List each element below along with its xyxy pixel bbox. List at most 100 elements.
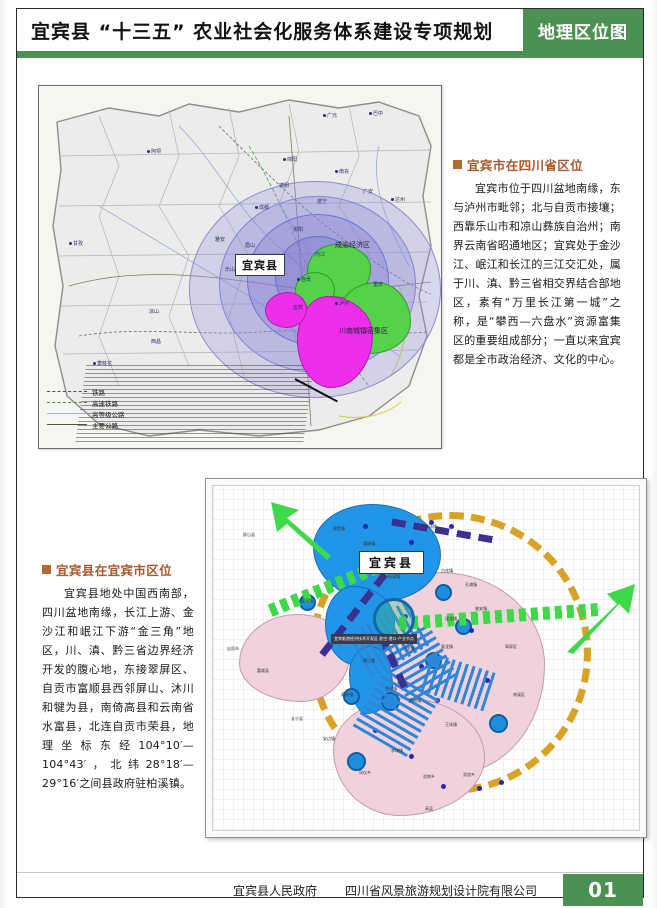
legend-label: 铁路	[92, 388, 105, 397]
legend-label: 高速铁路	[92, 399, 118, 408]
map1-city-label: 甘孜	[73, 241, 84, 247]
map-yibin-county-in-city[interactable]: 宜宾临港经济技术开发区 航空·港口·产业节点 观音镇 高场镇 喜捷镇 柏溪镇 泥…	[205, 478, 647, 838]
settlement-dot	[441, 784, 446, 789]
map2-town-label: 观音镇	[333, 526, 345, 531]
arrow-east-icon	[567, 584, 635, 654]
footer-bar: 宜宾县人民政府 四川省风景旅游规划设计院有限公司 01	[17, 874, 643, 906]
map1-city-label: 巴中	[373, 111, 384, 117]
map2-town-label: 古罗镇	[403, 646, 415, 651]
section-yibin-county-in-city: 宜宾县在宜宾市区位 宜宾县地处中国西南部，四川盆地南缘，长江上游、金沙江和岷江下…	[42, 560, 194, 793]
map1-city-label: 乐山	[225, 267, 236, 273]
section2-heading: 宜宾县在宜宾市区位	[42, 560, 194, 579]
legend-item-main-highway: 主要公路	[47, 419, 157, 430]
map1-city-label: 宜宾	[293, 305, 304, 311]
map1-city-dot	[323, 114, 326, 117]
map1-city-label: 泸州	[339, 301, 350, 307]
map1-city-label: 攀枝花	[97, 361, 113, 367]
map2-town-label: 安边镇	[323, 736, 335, 741]
map2-town-label: 孔滩镇	[465, 582, 477, 587]
town-node	[343, 688, 360, 705]
map1-region-label: 成渝经济区	[335, 241, 370, 249]
map1-city-label: 达州	[395, 197, 406, 203]
map2-town-label: 白花镇	[441, 568, 453, 573]
section1-heading: 宜宾市在四川省区位	[453, 155, 621, 174]
page-edge-right	[647, 0, 657, 908]
map2-town-label: 复龙镇	[441, 644, 453, 649]
settlement-dot	[409, 754, 414, 759]
map1-city-label: 遂宁	[317, 199, 328, 205]
map2-town-label: 双龙镇	[445, 616, 457, 621]
map2-town-label: 商州镇	[409, 698, 421, 703]
map2-outer-label: 翠屏区	[505, 644, 517, 649]
map2-town-label: 横江镇	[363, 658, 375, 663]
map2-outer-label: 长宁县	[291, 716, 303, 721]
footer-divider	[17, 872, 643, 873]
map1-city-label: 广元	[327, 113, 338, 119]
legend-label: 高等级公路	[92, 410, 125, 419]
map2-town-label: 凤仪乡	[359, 770, 371, 775]
legend-item-high-speed-rail: 高速铁路	[47, 397, 157, 408]
railway-line-icon	[47, 391, 87, 392]
settlement-dot	[363, 524, 368, 529]
high-grade-highway-line-icon	[47, 413, 87, 414]
map2-town-label: 柏溪镇	[388, 574, 400, 579]
map1-city-label: 雅安	[215, 237, 226, 243]
town-node	[347, 752, 366, 771]
map1-city-label: 重庆	[373, 282, 384, 288]
map1-region-label: 川南城镇密集区	[339, 327, 388, 335]
map1-city-label: 凉山	[149, 309, 160, 315]
settlement-dot	[429, 520, 434, 525]
map2-town-label: 王场镇	[445, 722, 457, 727]
county-seat-core-node	[373, 598, 415, 640]
settlement-dot	[409, 540, 414, 545]
map1-city-label: 内江	[315, 252, 326, 258]
map2-town-label: 双谊乡	[463, 772, 475, 777]
map2-town-label: 李场镇	[391, 748, 403, 753]
section2-title: 宜宾县在宜宾市区位	[56, 563, 173, 578]
legend-label: 主要公路	[92, 421, 118, 430]
settlement-dot	[499, 780, 504, 785]
section-yibin-city-in-sichuan: 宜宾市在四川省区位 宜宾市位于四川盆地南缘，东与泸州市毗邻；北与自贡市接壤；西靠…	[453, 155, 621, 369]
map2-town-label: 蕨溪镇	[341, 692, 353, 697]
page-number: 01	[563, 874, 643, 906]
page-edge-left	[0, 0, 14, 908]
bullet-square-icon	[453, 160, 462, 169]
map1-city-dot	[93, 362, 96, 365]
map1-city-dot	[391, 198, 394, 201]
map1-city-dot	[369, 112, 372, 115]
town-node	[435, 584, 452, 601]
legend-item-high-grade-highway: 高等级公路	[47, 408, 157, 419]
map1-city-label: 资阳	[293, 227, 304, 233]
map2-town-label: 高场镇	[425, 524, 437, 529]
map1-city-label: 阿坝	[151, 149, 162, 155]
map1-callout-yibin-county: 宜宾县	[235, 254, 285, 276]
map2-outer-label: 自贡市	[227, 646, 239, 651]
header-green-rule	[17, 51, 523, 58]
map2-town-label: 合什镇	[385, 686, 397, 691]
map2-town-label: 泥南乡	[423, 774, 435, 779]
map1-city-label: 德阳	[279, 183, 290, 189]
map2-outer-label: 屏山县	[243, 532, 255, 537]
map1-canvas: 成渝经济区 川南城镇密集区 “攀西—六盘水”资源富集区 广元 巴中 绵阳 阿坝 …	[39, 86, 441, 448]
footer-company: 四川省风景旅游规划设计院有限公司	[344, 883, 537, 898]
map1-city-label: 自贡	[301, 277, 312, 283]
map1-city-dot	[283, 158, 286, 161]
header-tag	[523, 9, 643, 51]
map1-city-label: 广安	[363, 189, 374, 195]
map1-city-dot	[297, 278, 300, 281]
settlement-dot	[469, 628, 474, 633]
map1-city-label: 眉山	[245, 243, 256, 249]
footer-organization: 宜宾县人民政府	[232, 883, 317, 898]
map1-city-dot	[255, 206, 258, 209]
map1-city-label: 西昌	[151, 339, 162, 345]
map1-legend: 铁路 高速铁路 高等级公路 主要公路	[47, 386, 157, 430]
legend-item-railway: 铁路	[47, 386, 157, 397]
settlement-dot	[477, 786, 482, 791]
map2-town-label: 泥溪镇	[301, 598, 313, 603]
map1-city-dot	[147, 150, 150, 153]
map2-canvas: 宜宾临港经济技术开发区 航空·港口·产业节点 观音镇 高场镇 喜捷镇 柏溪镇 泥…	[212, 485, 640, 831]
map-sichuan-province[interactable]: 成渝经济区 川南城镇密集区 “攀西—六盘水”资源富集区 广元 巴中 绵阳 阿坝 …	[38, 85, 442, 449]
page-title: 宜宾县 “十三五” 农业社会化服务体系建设专项规划	[31, 20, 494, 43]
section1-title: 宜宾市在四川省区位	[467, 158, 584, 173]
